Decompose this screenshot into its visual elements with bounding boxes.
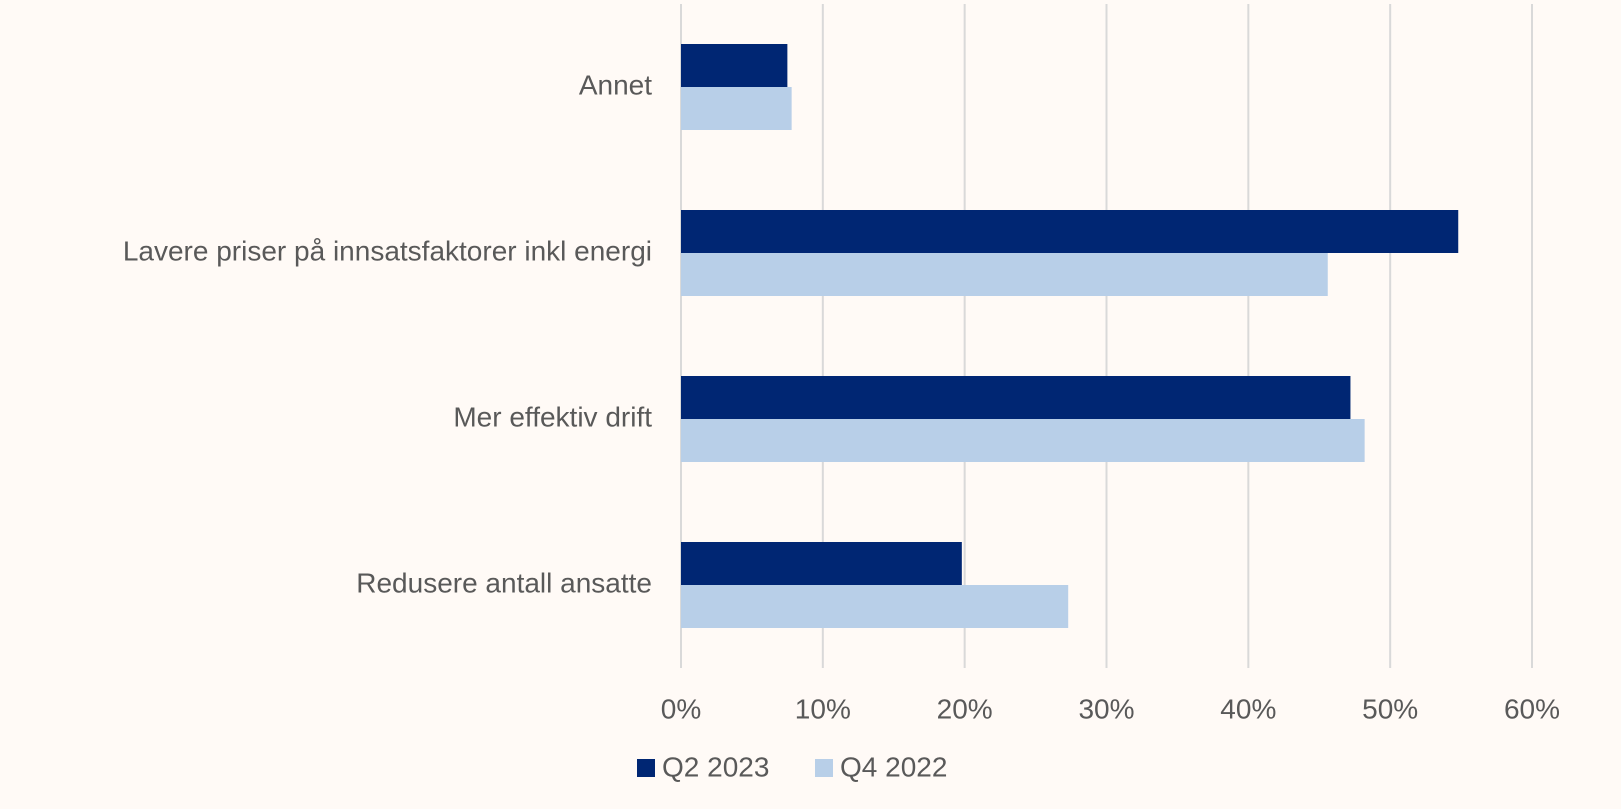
x-tick-label: 20% bbox=[937, 693, 993, 724]
y-tick-label: Mer effektiv drift bbox=[453, 401, 652, 432]
bar bbox=[681, 44, 788, 87]
x-tick-label: 0% bbox=[661, 693, 701, 724]
x-tick-label: 30% bbox=[1078, 693, 1134, 724]
bar bbox=[681, 585, 1069, 628]
bar bbox=[681, 542, 962, 585]
bar bbox=[681, 253, 1328, 296]
bar bbox=[681, 376, 1351, 419]
y-tick-label: Redusere antall ansatte bbox=[356, 567, 652, 598]
x-tick-label: 60% bbox=[1504, 693, 1560, 724]
legend-swatch bbox=[637, 759, 655, 777]
x-tick-label: 40% bbox=[1220, 693, 1276, 724]
legend-swatch bbox=[815, 759, 833, 777]
bar bbox=[681, 210, 1459, 253]
legend-label: Q4 2022 bbox=[840, 751, 947, 782]
x-tick-label: 10% bbox=[795, 693, 851, 724]
bar bbox=[681, 87, 792, 130]
x-tick-label: 50% bbox=[1362, 693, 1418, 724]
legend-label: Q2 2023 bbox=[662, 751, 769, 782]
y-tick-label: Annet bbox=[579, 69, 652, 100]
bar bbox=[681, 419, 1365, 462]
y-tick-label: Lavere priser på innsatsfaktorer inkl en… bbox=[123, 235, 652, 266]
